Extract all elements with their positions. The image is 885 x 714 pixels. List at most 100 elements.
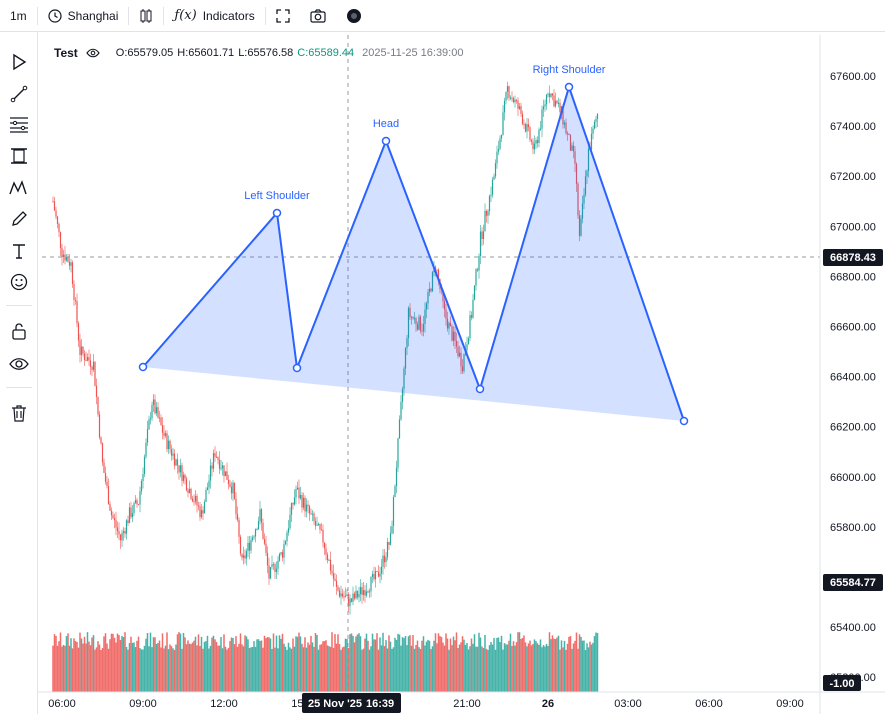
indicators-button[interactable]: ƒ(x) Indicators — [164, 0, 264, 32]
candle-body — [541, 109, 543, 129]
pattern-anchor[interactable] — [272, 208, 282, 218]
volume-bar — [85, 643, 87, 692]
trend-line-tool[interactable] — [7, 82, 31, 106]
chart-legend: Test O:65579.05 H:65601.71 L:65576.58 C:… — [54, 45, 463, 61]
volume-bar — [341, 647, 344, 692]
candle-body — [109, 504, 111, 511]
volume-bar — [191, 642, 194, 692]
theme-button[interactable] — [336, 0, 372, 32]
symbol-name[interactable]: Test — [54, 46, 78, 60]
volume-bar — [592, 642, 594, 692]
candle-body — [278, 554, 281, 561]
candle-body — [58, 223, 60, 233]
volume-bar — [133, 642, 135, 692]
candle-body — [286, 532, 288, 542]
volume-bar — [241, 644, 243, 692]
candle-body — [164, 433, 167, 436]
volume-bar — [524, 642, 527, 692]
fib-tool[interactable] — [7, 112, 31, 136]
volume-bar — [433, 640, 435, 692]
candle-body — [500, 134, 503, 139]
unlock-icon — [12, 323, 26, 340]
volume-bar — [106, 643, 108, 692]
price-axis[interactable]: 67600.00 67400.00 67200.00 67000.00 66800.00… — [830, 71, 876, 684]
chart-type-button[interactable] — [129, 0, 163, 32]
volume-bar — [370, 646, 372, 692]
volume-bar — [157, 642, 159, 692]
volume-bar — [559, 649, 561, 692]
volume-bar — [215, 641, 218, 692]
candle-body — [169, 440, 171, 450]
candles-icon — [139, 8, 153, 24]
pattern-anchor[interactable] — [381, 136, 391, 146]
cursor-tool[interactable] — [7, 50, 31, 74]
candle-body — [170, 449, 173, 456]
volume-bar — [266, 637, 269, 692]
volume-bar — [236, 646, 239, 692]
pattern-anchor[interactable] — [138, 362, 148, 372]
volume-bar — [455, 632, 458, 692]
volume-bar — [277, 648, 279, 692]
candle-body — [178, 465, 180, 473]
volume-bar — [299, 636, 302, 692]
volume-bar — [265, 638, 267, 692]
candle-body — [212, 453, 215, 469]
volume-bar — [400, 645, 402, 692]
volume-bar — [497, 637, 500, 692]
volume-bar — [494, 649, 497, 692]
xabcd-pattern-tool[interactable] — [7, 176, 31, 200]
pattern-anchor[interactable] — [292, 363, 302, 373]
candle-body — [263, 539, 266, 544]
volume-bar — [574, 640, 576, 692]
brush-tool[interactable] — [7, 207, 31, 231]
candle-body — [587, 148, 590, 171]
candle-body — [485, 210, 488, 216]
remove-drawings-tool[interactable] — [7, 401, 31, 425]
interval-button[interactable]: 1m — [0, 0, 37, 32]
volume-bar — [77, 647, 80, 692]
time-axis[interactable]: 06:0009:0012:0015:0021:002603:0006:0009:… — [48, 698, 804, 710]
candle-body — [554, 100, 557, 107]
screenshot-button[interactable] — [300, 0, 336, 32]
volume-bar — [283, 643, 285, 692]
candle-body — [110, 510, 113, 516]
head-and-shoulders-drawing[interactable]: Left Shoulder Head Right Shoulder — [138, 64, 689, 426]
lock-tool[interactable] — [7, 319, 31, 343]
candle-body — [529, 127, 531, 140]
volume-bar — [107, 648, 110, 692]
candle-body — [77, 323, 80, 341]
candle-body — [473, 285, 476, 300]
toolbar-divider — [264, 6, 266, 25]
volume-bar — [368, 649, 371, 692]
candle-body — [499, 138, 501, 150]
volume-bar — [578, 634, 581, 692]
hide-drawings-tool[interactable] — [7, 352, 31, 376]
patterns-tool[interactable] — [7, 144, 31, 168]
volume-bar — [55, 635, 57, 692]
text-tool[interactable] — [7, 239, 31, 263]
eye-icon[interactable] — [86, 48, 100, 58]
candle-body — [148, 419, 150, 430]
range-icon — [11, 148, 27, 164]
candle-body — [505, 91, 507, 101]
volume-bar — [410, 645, 413, 692]
timezone-button[interactable]: Shanghai — [38, 0, 129, 32]
pattern-anchor[interactable] — [564, 82, 574, 92]
volume-bar — [445, 633, 447, 692]
candle-body — [311, 513, 314, 515]
volume-bar — [518, 632, 521, 692]
candle-body — [553, 95, 555, 107]
candle-body — [479, 231, 482, 256]
pattern-anchor[interactable] — [679, 416, 689, 426]
pattern-anchor[interactable] — [475, 384, 485, 394]
candle-body — [349, 598, 351, 607]
candle-body — [427, 291, 429, 304]
fullscreen-button[interactable] — [266, 0, 300, 32]
volume-bar — [404, 636, 407, 692]
volume-bar — [200, 636, 203, 692]
emoji-tool[interactable] — [7, 270, 31, 294]
volume-bar — [287, 642, 290, 692]
candle-body — [586, 170, 588, 177]
volume-bar — [268, 637, 270, 692]
